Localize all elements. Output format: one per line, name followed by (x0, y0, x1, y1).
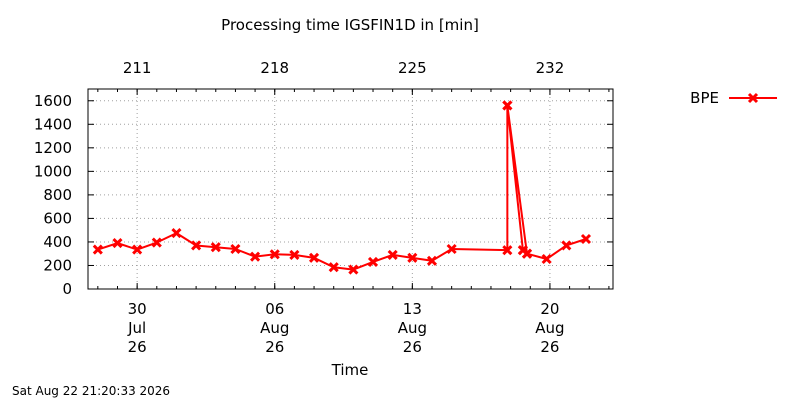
data-point-marker (348, 264, 359, 275)
data-point-marker (308, 252, 320, 263)
data-point-marker (367, 256, 379, 268)
x-tick-label: 20 (540, 300, 559, 318)
data-point (191, 240, 202, 251)
y-tick-label: 200 (43, 256, 72, 274)
data-point-marker (407, 252, 418, 263)
data-point-marker (112, 238, 123, 249)
data-point (289, 249, 300, 260)
x-tick-label: Aug (535, 319, 564, 337)
data-point (446, 243, 457, 255)
x-tick-label: 26 (540, 338, 559, 356)
data-point (250, 251, 261, 262)
data-point-marker (132, 244, 143, 255)
series-line-bpe (97, 104, 587, 271)
series-layer (92, 100, 592, 275)
x-tick-label: 13 (403, 300, 422, 318)
y-tick-label: 1400 (34, 115, 72, 133)
data-point (521, 248, 533, 259)
y-tick-label: 400 (43, 233, 72, 251)
data-point (580, 233, 592, 245)
x-tick-label: 26 (128, 338, 147, 356)
data-point (92, 244, 103, 255)
timestamp: Sat Aug 22 21:20:33 2026 (12, 384, 170, 398)
x-tick-label: 26 (403, 338, 422, 356)
x-top-tick-label: 232 (536, 59, 565, 77)
data-point-marker (561, 240, 572, 251)
data-point-marker (230, 243, 241, 255)
x-tick-label: Jul (127, 319, 146, 337)
data-point (151, 237, 162, 248)
x-tick-label: 26 (265, 338, 284, 356)
y-tick-label: 800 (43, 186, 72, 204)
data-point (210, 242, 221, 253)
x-axis-label: Time (331, 361, 369, 379)
data-point-marker (269, 249, 280, 260)
y-tick-label: 1200 (34, 139, 72, 157)
data-point-marker (426, 255, 438, 266)
data-point-marker (191, 240, 202, 251)
y-tick-label: 1600 (34, 92, 72, 110)
chart-title: Processing time IGSFIN1D in [min] (221, 16, 479, 34)
data-point-marker (151, 237, 162, 248)
data-point (387, 249, 398, 260)
x-tick-label: Aug (398, 319, 427, 337)
y-tick-label: 600 (43, 209, 72, 227)
data-point-marker (521, 248, 533, 259)
grid-layer (88, 89, 613, 290)
data-point-marker (580, 233, 592, 245)
x-tick-label: 06 (265, 300, 284, 318)
data-point-marker (210, 242, 221, 253)
data-point (171, 228, 182, 239)
y-tick-label: 0 (62, 280, 72, 298)
data-point (541, 253, 552, 265)
data-point (230, 243, 241, 255)
data-point (308, 252, 320, 263)
data-point-marker (250, 251, 261, 262)
data-point (328, 262, 339, 273)
x-top-tick-label: 218 (260, 59, 289, 77)
data-point-marker (387, 249, 398, 260)
data-point (367, 256, 379, 268)
data-point-marker (171, 228, 182, 239)
data-point (269, 249, 280, 260)
x-tick-label: 30 (128, 300, 147, 318)
data-point (348, 264, 359, 275)
data-point-marker (502, 245, 513, 256)
y-tick-label: 1000 (34, 162, 72, 180)
data-point (502, 100, 513, 111)
data-point (112, 238, 123, 249)
x-tick-label: Aug (260, 319, 289, 337)
ticks-layer: 0200400600800100012001400160030Jul2606Au… (34, 59, 613, 356)
legend-marker-bpe (747, 92, 759, 104)
x-top-tick-label: 225 (398, 59, 427, 77)
data-point-marker (446, 243, 457, 255)
data-point-marker (289, 249, 300, 260)
data-point-marker (328, 262, 339, 273)
data-point-marker (92, 244, 103, 255)
data-point (426, 255, 438, 266)
x-top-tick-label: 211 (123, 59, 152, 77)
plot-frame (87, 88, 614, 290)
data-point (407, 252, 418, 263)
legend: BPE (690, 89, 777, 107)
data-point (132, 244, 143, 255)
legend-label-bpe: BPE (690, 89, 719, 107)
data-point (561, 240, 572, 251)
data-point (502, 245, 513, 256)
data-point-marker (541, 253, 552, 265)
data-point-marker (502, 100, 513, 111)
